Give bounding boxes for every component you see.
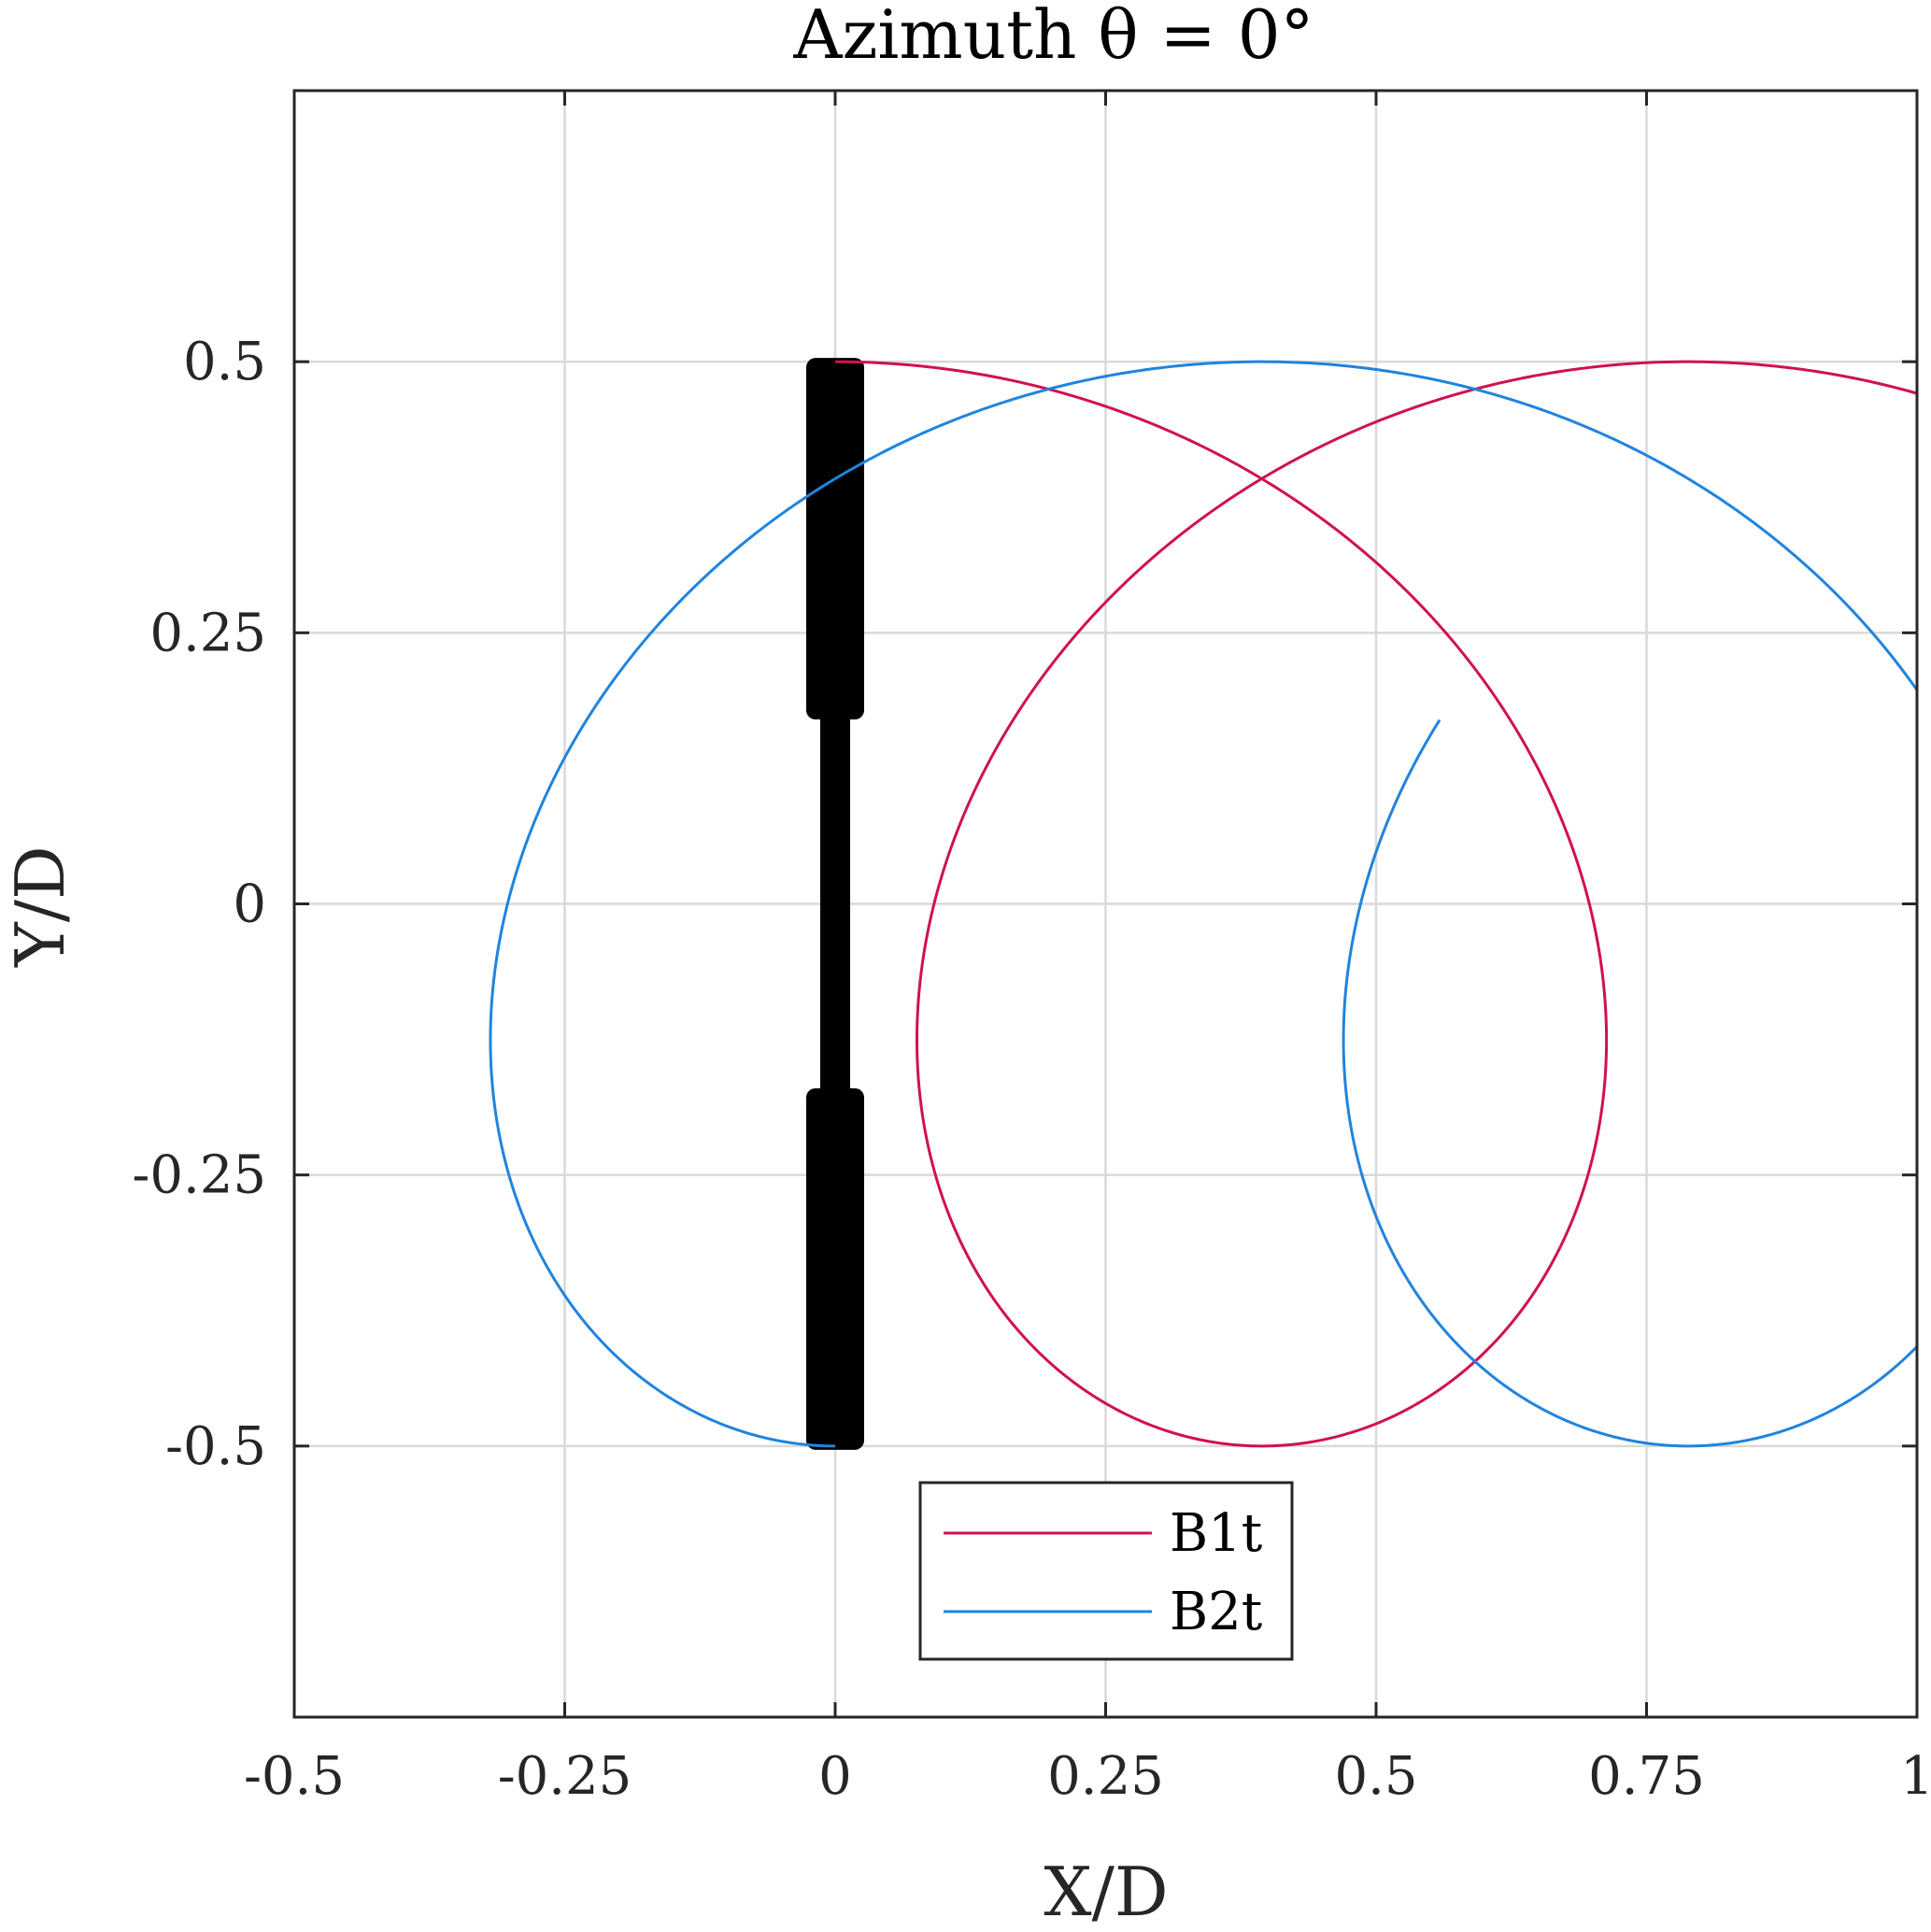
y-tick-label: 0.5 [183,332,266,392]
legend-label-b2t: B2t [1170,1582,1263,1642]
x-tick-label: 0.5 [1334,1746,1417,1807]
x-tick-label: 1 [1900,1746,1931,1807]
blade-upper [806,358,864,720]
x-tick-label: -0.5 [244,1746,345,1807]
y-tick-label: -0.5 [165,1416,266,1477]
series-line-b2t [489,360,1917,1448]
rotor-blade [806,358,864,1450]
tick-labels: -0.5 -0.25 0 0.25 0.5 0.75 1 -0.5 -0.25 0 0.25 0.5 [132,332,1931,1807]
x-axis-title: X/D [1044,1853,1168,1931]
series-line-b1t [834,360,1917,1448]
y-tick-label: 0.25 [149,603,266,663]
x-tick-label: 0 [818,1746,852,1807]
legend: B1t B2t [918,1481,1294,1661]
series [489,360,1917,1448]
x-tick-label: -0.25 [498,1746,632,1807]
blade-hub [820,714,850,1094]
chart-title: Azimuth θ = 0° [792,0,1313,74]
y-axis-title: Y/D [1,845,79,968]
x-tick-label: 0.75 [1588,1746,1705,1807]
blade-lower [806,1087,864,1450]
grid [292,91,1919,1717]
legend-label-b1t: B1t [1170,1503,1263,1564]
y-tick-label: 0 [233,874,266,935]
y-tick-label: -0.25 [132,1145,266,1206]
legend-box [918,1481,1294,1661]
ticks [292,91,1919,1717]
x-tick-label: 0.25 [1047,1746,1164,1807]
